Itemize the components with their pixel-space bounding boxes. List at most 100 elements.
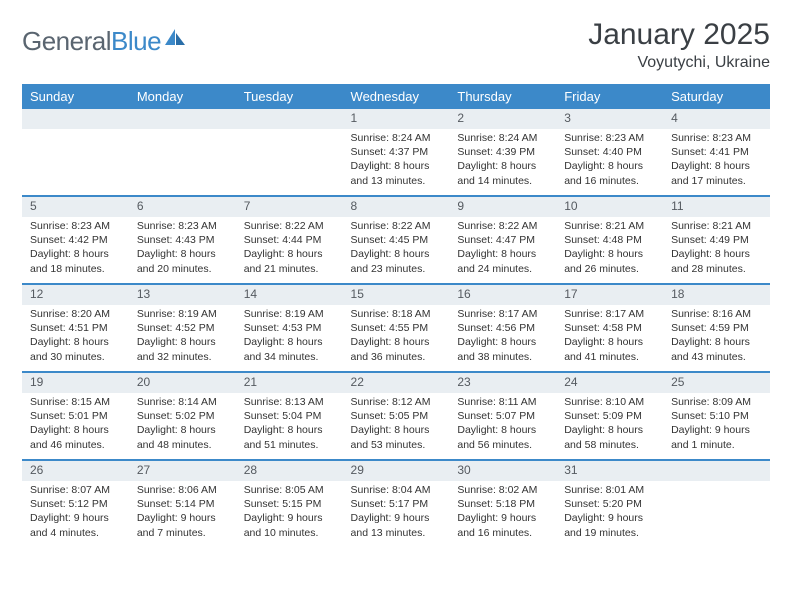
day-number-cell: 27 — [129, 460, 236, 481]
day-number-cell: 5 — [22, 196, 129, 217]
day-detail-cell: Sunrise: 8:06 AMSunset: 5:14 PMDaylight:… — [129, 481, 236, 547]
sunset-line: Sunset: 4:55 PM — [351, 321, 442, 335]
day-detail-cell: Sunrise: 8:12 AMSunset: 5:05 PMDaylight:… — [343, 393, 450, 460]
day-number-cell: 29 — [343, 460, 450, 481]
sunset-line: Sunset: 4:39 PM — [457, 145, 548, 159]
day-detail-cell: Sunrise: 8:16 AMSunset: 4:59 PMDaylight:… — [663, 305, 770, 372]
calendar-table: SundayMondayTuesdayWednesdayThursdayFrid… — [22, 84, 770, 547]
day-detail-cell: Sunrise: 8:07 AMSunset: 5:12 PMDaylight:… — [22, 481, 129, 547]
sunrise-line: Sunrise: 8:13 AM — [244, 395, 335, 409]
sunrise-line: Sunrise: 8:21 AM — [671, 219, 762, 233]
day-detail-cell: Sunrise: 8:18 AMSunset: 4:55 PMDaylight:… — [343, 305, 450, 372]
calendar-daynum-row: 567891011 — [22, 196, 770, 217]
brand-name-a: General — [22, 26, 111, 56]
day-detail-cell: Sunrise: 8:21 AMSunset: 4:49 PMDaylight:… — [663, 217, 770, 284]
calendar-body: 1234 Sunrise: 8:24 AM Sunset: 4:37 PM Dayl… — [22, 109, 770, 547]
day-number-cell — [22, 109, 129, 129]
daylight-line: Daylight: 8 hours and 20 minutes. — [137, 247, 228, 275]
day-detail-cell: Sunrise: 8:24 AMSunset: 4:37 PMDaylight:… — [343, 129, 450, 196]
daylight-line: Daylight: 8 hours and 58 minutes. — [564, 423, 655, 451]
page-header: GeneralBlue January 2025 Voyutychi, Ukra… — [22, 18, 770, 72]
sunset-line: Sunset: 4:40 PM — [564, 145, 655, 159]
daylight-line: Daylight: 8 hours and 17 minutes. — [671, 159, 762, 187]
day-number-cell: 23 — [449, 372, 556, 393]
day-number-cell: 21 — [236, 372, 343, 393]
daylight-line: Daylight: 9 hours and 7 minutes. — [137, 511, 228, 539]
brand-name-b: Blue — [111, 26, 161, 56]
sunset-line: Sunset: 5:20 PM — [564, 497, 655, 511]
sunrise-line: Sunrise: 8:23 AM — [30, 219, 121, 233]
sunrise-line: Sunrise: 8:23 AM — [671, 131, 762, 145]
day-detail-cell: Sunrise: 8:22 AMSunset: 4:45 PMDaylight:… — [343, 217, 450, 284]
daylight-line: Daylight: 8 hours and 43 minutes. — [671, 335, 762, 363]
sunrise-line: Sunrise: 8:15 AM — [30, 395, 121, 409]
day-detail-cell — [129, 129, 236, 196]
day-detail-cell: Sunrise: 8:14 AMSunset: 5:02 PMDaylight:… — [129, 393, 236, 460]
sail-icon — [163, 27, 187, 47]
sunrise-line: Sunrise: 8:02 AM — [457, 483, 548, 497]
calendar-detail-row: Sunrise: 8:20 AMSunset: 4:51 PMDaylight:… — [22, 305, 770, 372]
sunset-line: Sunset: 4:49 PM — [671, 233, 762, 247]
calendar-detail-row: Sunrise: 8:24 AM Sunset: 4:37 PM Daylight:… — [22, 129, 770, 196]
sunrise-line: Sunrise: 8:20 AM — [30, 307, 121, 321]
day-number-cell: 19 — [22, 372, 129, 393]
day-number-cell: 20 — [129, 372, 236, 393]
day-detail-cell: Sunrise: 8:23 AMSunset: 4:40 PMDaylight:… — [556, 129, 663, 196]
day-detail-cell: Sunrise: 8:23 AMSunset: 4:41 PMDaylight:… — [663, 129, 770, 196]
sunrise-line: Sunrise: 8:05 AM — [244, 483, 335, 497]
sunrise-line: Sunrise: 8:09 AM — [671, 395, 762, 409]
sunrise-line: Sunrise: 8:22 AM — [244, 219, 335, 233]
day-number-cell: 2 — [449, 109, 556, 129]
day-number-cell: 14 — [236, 284, 343, 305]
sunrise-line: Sunrise: 8:17 AM — [564, 307, 655, 321]
calendar-daynum-row: 1234 — [22, 109, 770, 129]
sunrise-line: Sunrise: 8:11 AM — [457, 395, 548, 409]
day-detail-cell: Sunrise: 8:02 AMSunset: 5:18 PMDaylight:… — [449, 481, 556, 547]
sunrise-line: Sunrise: 8:19 AM — [137, 307, 228, 321]
calendar-daynum-row: 262728293031 — [22, 460, 770, 481]
day-number-cell: 16 — [449, 284, 556, 305]
day-detail-cell: Sunrise: 8:20 AMSunset: 4:51 PMDaylight:… — [22, 305, 129, 372]
brand-name: GeneralBlue — [22, 26, 161, 57]
sunset-line: Sunset: 4:47 PM — [457, 233, 548, 247]
day-number-cell: 31 — [556, 460, 663, 481]
sunset-line: Sunset: 4:52 PM — [137, 321, 228, 335]
location-subtitle: Voyutychi, Ukraine — [588, 54, 770, 72]
sunrise-line: Sunrise: 8:19 AM — [244, 307, 335, 321]
day-number-cell: 25 — [663, 372, 770, 393]
calendar-daynum-row: 19202122232425 — [22, 372, 770, 393]
sunset-line: Sunset: 4:58 PM — [564, 321, 655, 335]
day-detail-cell: Sunrise: 8:19 AMSunset: 4:52 PMDaylight:… — [129, 305, 236, 372]
sunrise-line: Sunrise: 8:24 AM — [457, 131, 548, 145]
sunset-line: Sunset: 4:42 PM — [30, 233, 121, 247]
day-number-cell: 18 — [663, 284, 770, 305]
calendar-page: GeneralBlue January 2025 Voyutychi, Ukra… — [0, 0, 792, 565]
sunset-line: Sunset: 5:02 PM — [137, 409, 228, 423]
sunset-line: Sunset: 5:04 PM — [244, 409, 335, 423]
weekday-header-cell: Thursday — [449, 84, 556, 109]
sunset-line: Sunset: 4:41 PM — [671, 145, 762, 159]
day-number-cell: 12 — [22, 284, 129, 305]
day-number-cell: 9 — [449, 196, 556, 217]
day-number-cell: 3 — [556, 109, 663, 129]
day-detail-cell: Sunrise: 8:17 AMSunset: 4:56 PMDaylight:… — [449, 305, 556, 372]
day-detail-cell: Sunrise: 8:13 AMSunset: 5:04 PMDaylight:… — [236, 393, 343, 460]
sunrise-line: Sunrise: 8:12 AM — [351, 395, 442, 409]
sunrise-line: Sunrise: 8:18 AM — [351, 307, 442, 321]
daylight-line: Daylight: 9 hours and 10 minutes. — [244, 511, 335, 539]
daylight-line: Daylight: 8 hours and 38 minutes. — [457, 335, 548, 363]
day-number-cell: 11 — [663, 196, 770, 217]
title-block: January 2025 Voyutychi, Ukraine — [588, 18, 770, 72]
day-number-cell: 17 — [556, 284, 663, 305]
sunset-line: Sunset: 5:18 PM — [457, 497, 548, 511]
daylight-line: Daylight: 8 hours and 23 minutes. — [351, 247, 442, 275]
day-number-cell: 1 — [343, 109, 450, 129]
sunset-line: Sunset: 4:37 PM — [351, 145, 442, 159]
day-detail-cell: Sunrise: 8:01 AMSunset: 5:20 PMDaylight:… — [556, 481, 663, 547]
sunset-line: Sunset: 4:43 PM — [137, 233, 228, 247]
sunrise-line: Sunrise: 8:17 AM — [457, 307, 548, 321]
day-number-cell — [129, 109, 236, 129]
daylight-line: Daylight: 8 hours and 34 minutes. — [244, 335, 335, 363]
sunset-line: Sunset: 4:45 PM — [351, 233, 442, 247]
sunrise-line: Sunrise: 8:10 AM — [564, 395, 655, 409]
